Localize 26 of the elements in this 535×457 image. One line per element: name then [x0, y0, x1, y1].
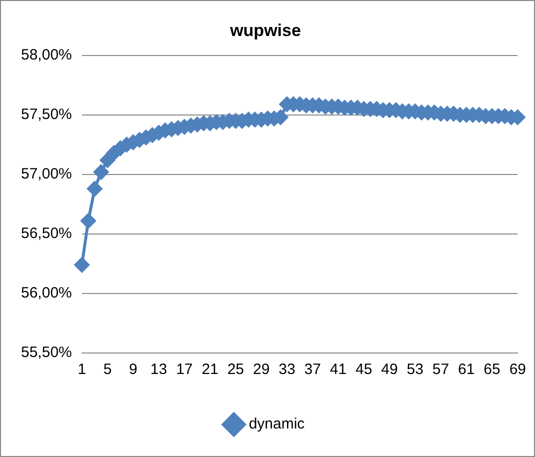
x-tick-label: 61 — [458, 361, 475, 378]
y-tick-label: 55,50% — [21, 344, 72, 362]
x-tick-label: 57 — [432, 361, 450, 378]
y-tick-label: 57,50% — [21, 106, 72, 124]
x-tick-label: 1 — [78, 361, 86, 378]
legend-label: dynamic — [248, 416, 306, 433]
x-tick-label: 13 — [150, 361, 168, 378]
chart-title: wupwise — [229, 20, 301, 40]
y-tick-label: 56,50% — [21, 225, 72, 242]
x-tick-label: 65 — [484, 361, 500, 378]
x-tick-label: 17 — [176, 361, 193, 378]
x-tick-label: 49 — [381, 361, 398, 378]
x-tick-label: 5 — [103, 361, 112, 378]
x-tick-label: 41 — [330, 361, 347, 378]
x-tick-label: 21 — [202, 361, 218, 378]
x-tick-label: 29 — [252, 361, 270, 378]
y-tick-label: 56,00% — [21, 284, 72, 302]
x-tick-label: 45 — [356, 361, 372, 378]
x-tick-label: 69 — [509, 361, 526, 378]
x-tick-label: 33 — [278, 361, 296, 378]
x-tick-label: 25 — [227, 361, 244, 378]
x-tick-label: 9 — [128, 361, 138, 378]
y-tick-label: 57,00% — [21, 166, 72, 183]
x-tick-label: 37 — [304, 361, 321, 378]
y-tick-label: 58,00% — [21, 46, 72, 64]
x-tick-label: 53 — [406, 361, 424, 378]
